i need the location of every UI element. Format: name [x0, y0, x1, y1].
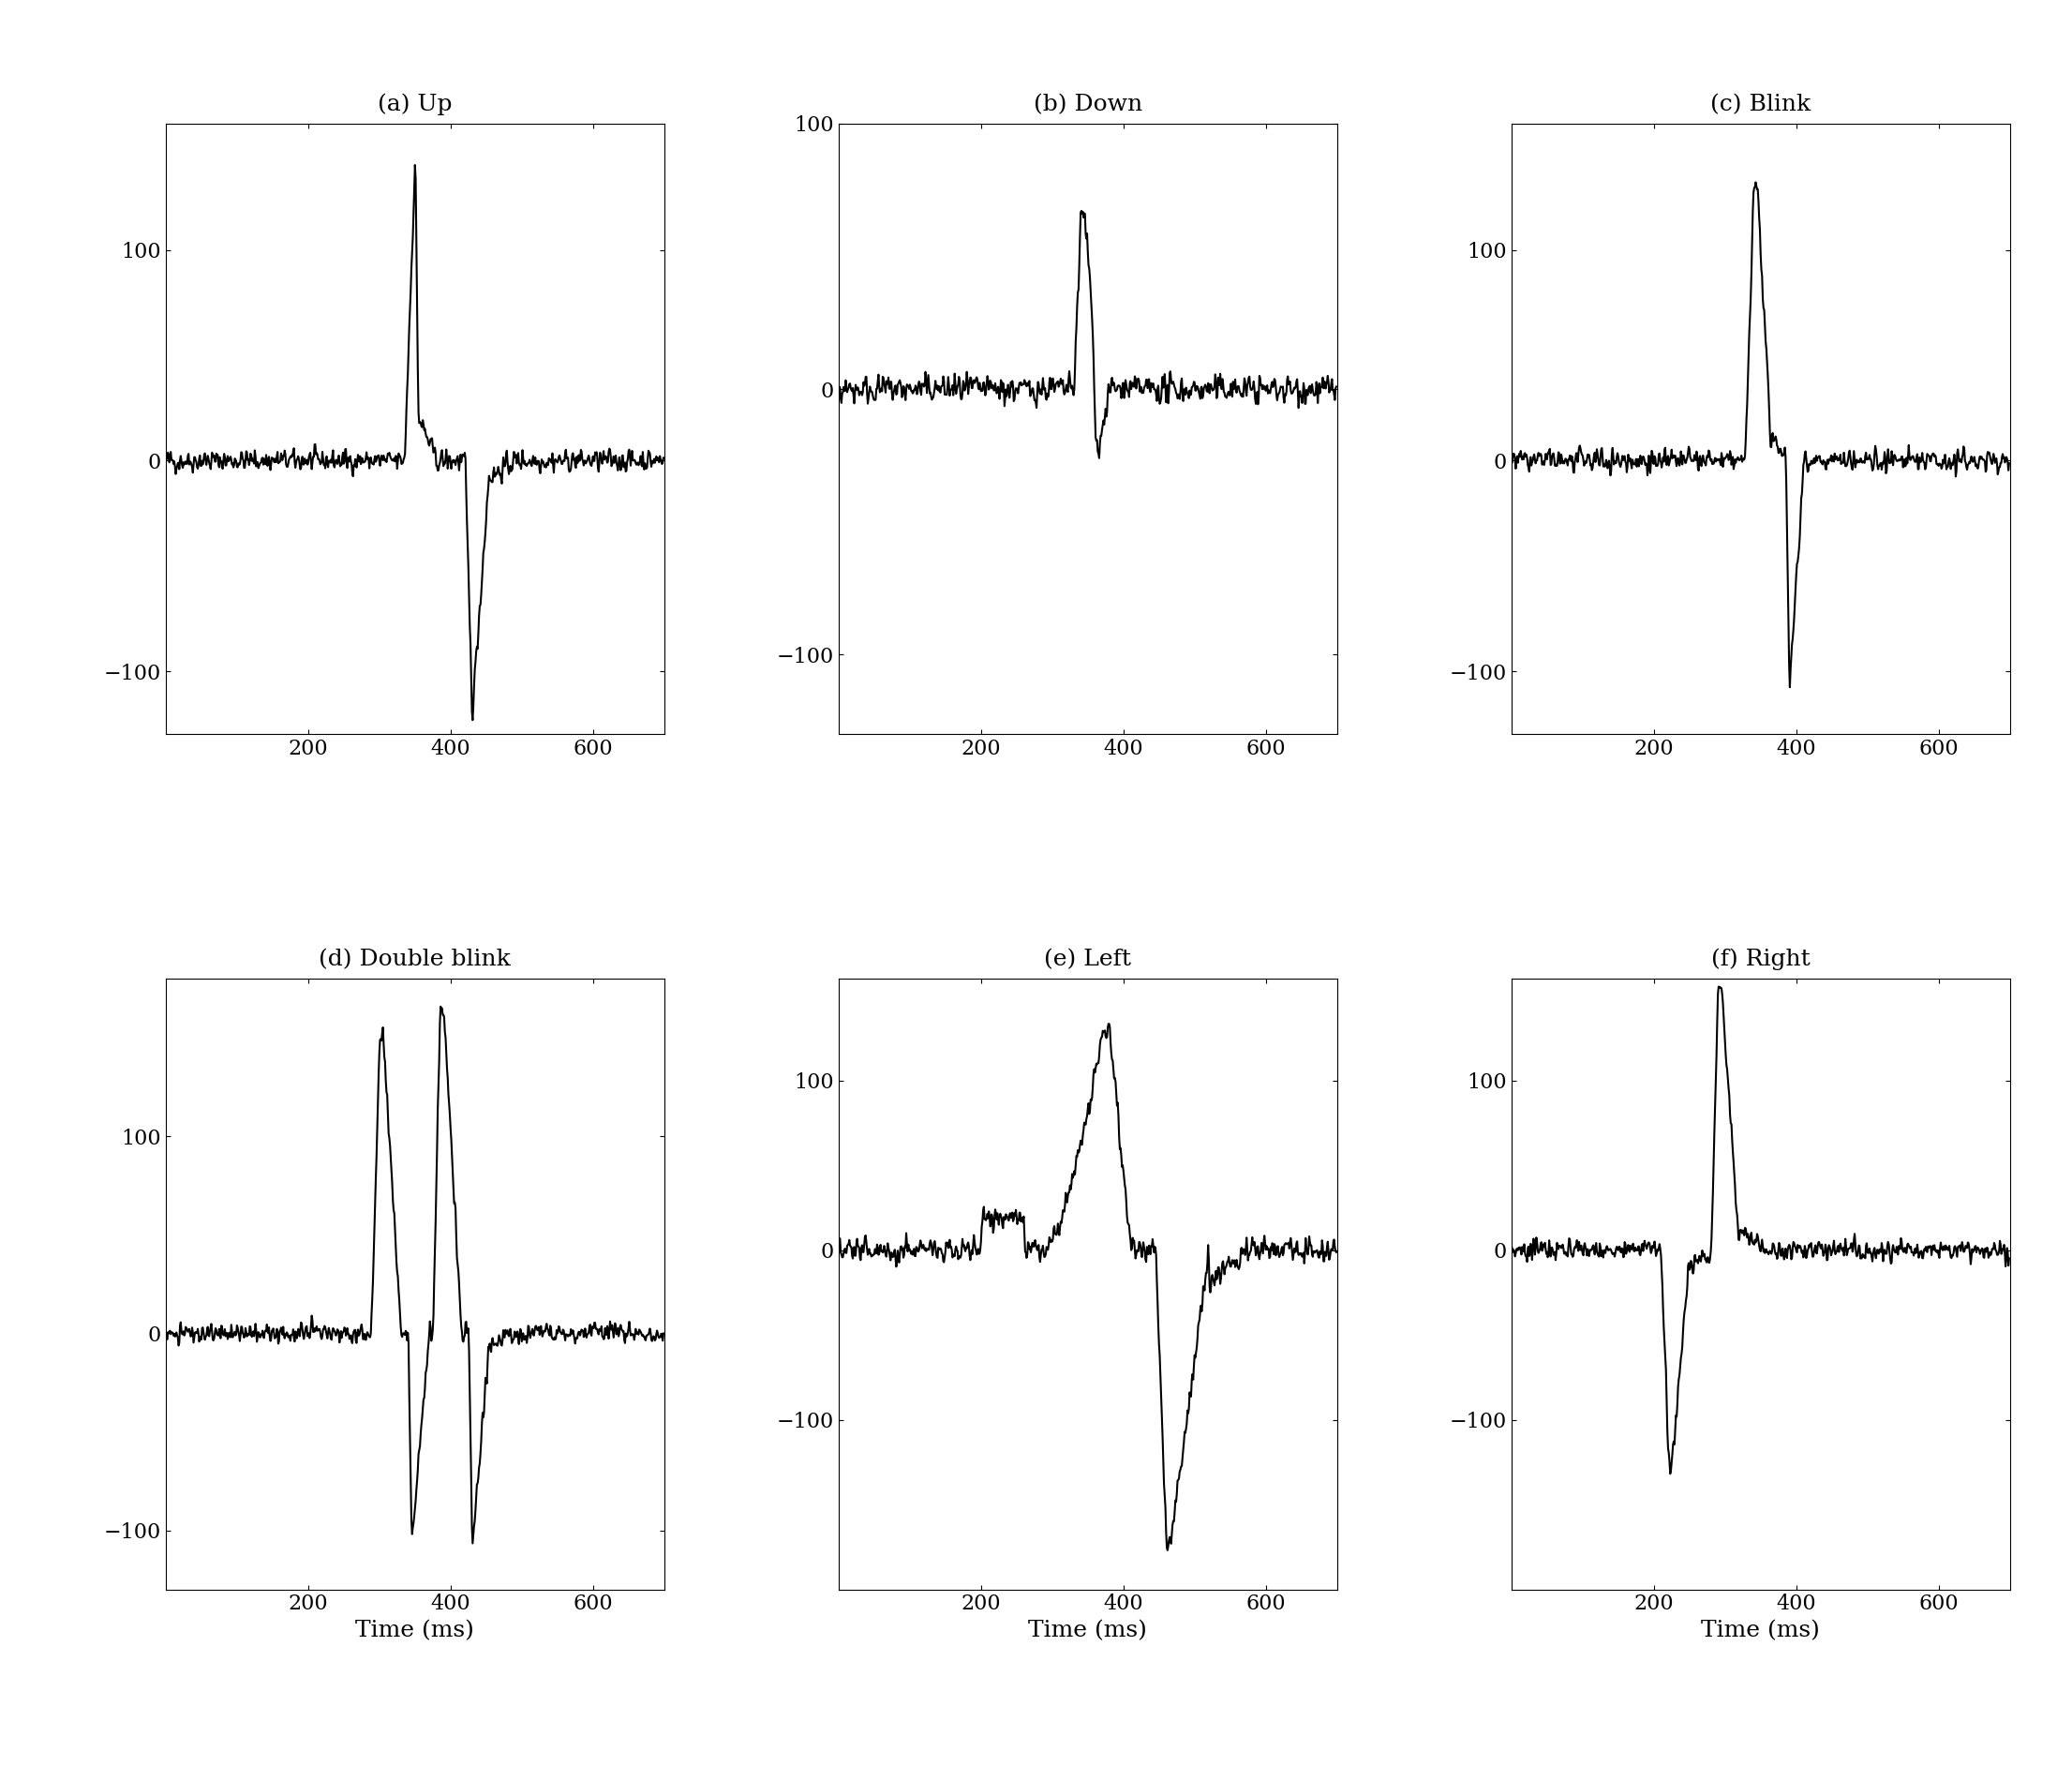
- X-axis label: Time (ms): Time (ms): [1028, 1619, 1148, 1641]
- Title: (b) Down: (b) Down: [1034, 94, 1142, 115]
- Title: (c) Blink: (c) Blink: [1709, 94, 1811, 115]
- Title: (f) Right: (f) Right: [1711, 948, 1811, 970]
- Title: (e) Left: (e) Left: [1044, 948, 1131, 970]
- Title: (d) Double blink: (d) Double blink: [319, 948, 512, 970]
- X-axis label: Time (ms): Time (ms): [1701, 1619, 1819, 1641]
- Title: (a) Up: (a) Up: [377, 94, 452, 115]
- X-axis label: Time (ms): Time (ms): [356, 1619, 474, 1641]
